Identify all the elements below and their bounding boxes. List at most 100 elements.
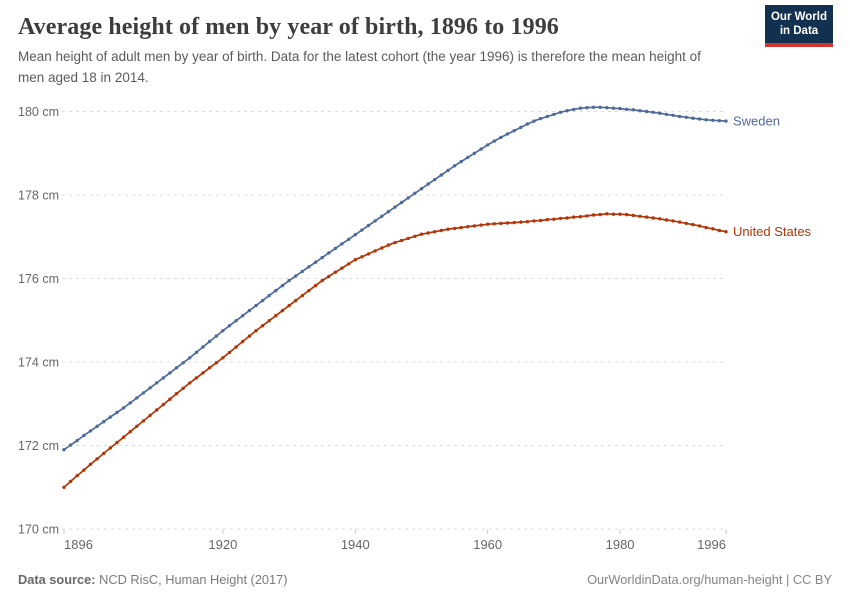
series-point-united-states[interactable] [638, 214, 642, 218]
series-point-sweden[interactable] [168, 371, 172, 375]
series-point-sweden[interactable] [207, 339, 212, 344]
series-point-sweden[interactable] [174, 366, 179, 370]
series-point-sweden[interactable] [247, 308, 252, 313]
series-point-sweden[interactable] [347, 237, 351, 241]
series-point-sweden[interactable] [141, 391, 146, 395]
series-point-united-states[interactable] [234, 345, 238, 349]
series-point-sweden[interactable] [525, 122, 530, 126]
series-point-united-states[interactable] [135, 424, 139, 428]
series-point-sweden[interactable] [486, 143, 490, 147]
series-point-united-states[interactable] [128, 430, 132, 434]
series-point-united-states[interactable] [406, 236, 410, 241]
credit-link[interactable]: OurWorldinData.org/human-height | CC BY [587, 572, 832, 587]
series-point-united-states[interactable] [704, 225, 708, 230]
series-point-sweden[interactable] [399, 200, 404, 205]
series-point-united-states[interactable] [221, 356, 225, 360]
series-point-united-states[interactable] [360, 255, 364, 259]
series-point-sweden[interactable] [108, 415, 113, 419]
series-point-sweden[interactable] [558, 110, 563, 115]
series-point-united-states[interactable] [300, 293, 304, 298]
series-point-sweden[interactable] [605, 106, 609, 110]
series-point-united-states[interactable] [399, 238, 404, 243]
series-point-united-states[interactable] [684, 221, 688, 226]
series-point-united-states[interactable] [538, 218, 543, 223]
series-point-united-states[interactable] [280, 308, 285, 313]
series-point-united-states[interactable] [419, 232, 424, 236]
series-point-sweden[interactable] [538, 116, 543, 121]
series-point-united-states[interactable] [267, 319, 271, 323]
series-point-sweden[interactable] [631, 108, 635, 112]
series-point-sweden[interactable] [313, 260, 318, 264]
series-point-sweden[interactable] [439, 173, 443, 177]
series-point-united-states[interactable] [174, 392, 179, 396]
series-point-sweden[interactable] [360, 228, 364, 232]
series-point-united-states[interactable] [207, 366, 212, 370]
series-point-sweden[interactable] [532, 119, 536, 123]
series-line-united-states[interactable] [63, 212, 727, 489]
series-point-sweden[interactable] [148, 386, 152, 390]
series-point-sweden[interactable] [578, 106, 583, 110]
series-point-united-states[interactable] [227, 350, 232, 355]
series-point-united-states[interactable] [188, 381, 192, 385]
series-point-united-states[interactable] [393, 240, 397, 245]
series-point-united-states[interactable] [108, 446, 113, 450]
series-point-united-states[interactable] [552, 217, 556, 221]
series-point-sweden[interactable] [102, 420, 106, 424]
series-point-sweden[interactable] [611, 106, 616, 110]
series-point-sweden[interactable] [75, 438, 79, 443]
series-point-united-states[interactable] [611, 212, 616, 216]
series-point-united-states[interactable] [671, 219, 675, 223]
series-point-sweden[interactable] [591, 105, 596, 110]
series-point-sweden[interactable] [300, 269, 304, 274]
series-point-sweden[interactable] [433, 177, 437, 182]
series-point-sweden[interactable] [671, 113, 675, 118]
series-point-sweden[interactable] [188, 356, 192, 360]
series-point-united-states[interactable] [631, 213, 635, 218]
series-point-sweden[interactable] [128, 401, 132, 405]
series-point-sweden[interactable] [684, 115, 688, 120]
series-point-sweden[interactable] [724, 119, 728, 123]
series-point-sweden[interactable] [598, 105, 602, 110]
series-point-united-states[interactable] [327, 274, 331, 279]
series-point-sweden[interactable] [572, 107, 576, 112]
series-point-united-states[interactable] [287, 303, 291, 308]
series-point-united-states[interactable] [366, 252, 371, 256]
series-point-sweden[interactable] [552, 112, 556, 117]
series-point-united-states[interactable] [505, 221, 510, 225]
series-point-sweden[interactable] [68, 443, 73, 447]
series-point-united-states[interactable] [88, 462, 93, 466]
series-point-sweden[interactable] [181, 361, 185, 365]
series-point-united-states[interactable] [320, 278, 324, 283]
series-point-sweden[interactable] [565, 109, 569, 113]
series-point-united-states[interactable] [433, 230, 437, 234]
series-point-united-states[interactable] [413, 234, 417, 238]
series-point-united-states[interactable] [572, 215, 576, 219]
series-point-sweden[interactable] [625, 107, 629, 112]
series-point-united-states[interactable] [307, 288, 311, 293]
series-point-sweden[interactable] [353, 233, 357, 237]
series-point-sweden[interactable] [280, 283, 285, 288]
series-point-united-states[interactable] [380, 246, 384, 250]
series-point-sweden[interactable] [161, 376, 165, 380]
series-point-sweden[interactable] [135, 396, 139, 400]
series-point-sweden[interactable] [115, 410, 119, 415]
series-point-sweden[interactable] [472, 151, 477, 155]
series-point-united-states[interactable] [532, 219, 536, 223]
series-point-united-states[interactable] [525, 220, 530, 224]
series-line-sweden[interactable] [63, 106, 727, 451]
series-point-united-states[interactable] [121, 435, 126, 439]
series-point-united-states[interactable] [697, 224, 702, 228]
series-point-united-states[interactable] [353, 258, 357, 262]
series-point-united-states[interactable] [717, 228, 722, 233]
series-point-united-states[interactable] [75, 473, 79, 478]
series-point-sweden[interactable] [691, 116, 695, 120]
series-point-sweden[interactable] [446, 168, 450, 173]
series-point-sweden[interactable] [426, 182, 430, 186]
series-point-sweden[interactable] [499, 135, 503, 140]
series-point-sweden[interactable] [651, 110, 655, 115]
series-point-sweden[interactable] [267, 293, 271, 298]
owid-logo[interactable]: Our World in Data [765, 5, 833, 47]
series-point-united-states[interactable] [95, 457, 99, 461]
series-point-sweden[interactable] [466, 155, 470, 160]
series-point-sweden[interactable] [333, 246, 338, 251]
